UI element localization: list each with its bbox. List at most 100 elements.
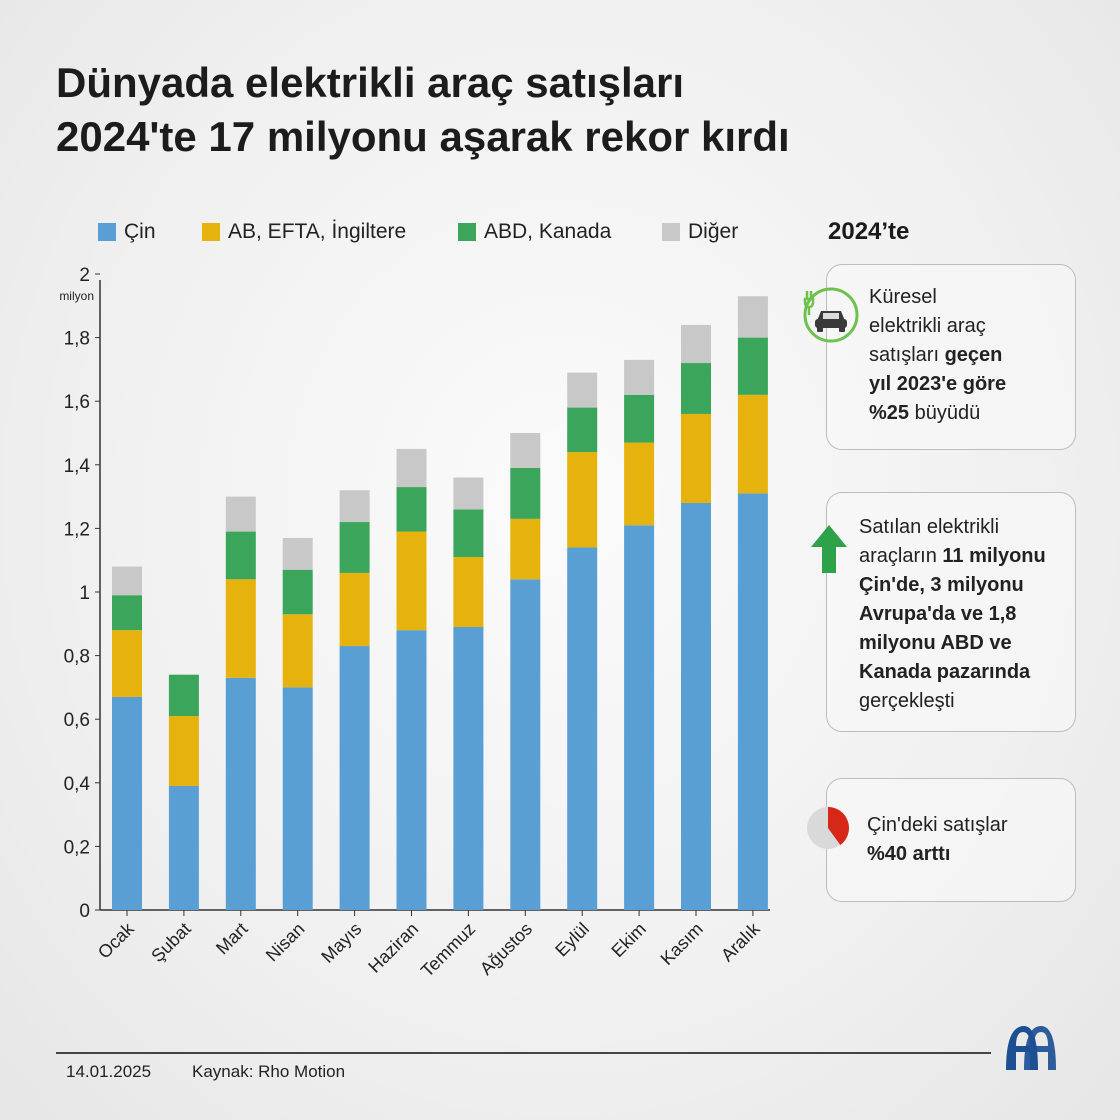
bar-segment-1: [112, 696, 142, 910]
card1-line5: %25 büyüdü: [869, 399, 1006, 428]
card1-line3-normal: satışları: [869, 344, 945, 366]
bar-segment-4: [225, 496, 256, 532]
legend-label-abd-kanada: ABD, Kanada: [484, 220, 612, 243]
car-window: [823, 313, 839, 319]
electric-car-icon: [803, 287, 859, 343]
card2-line2-bold: 11 milyonu: [942, 545, 1046, 567]
bar-segment-4: [681, 324, 711, 364]
bar-segment-2: [624, 442, 655, 526]
bar-segment-4: [282, 537, 313, 570]
bar-segment-1: [510, 579, 541, 910]
bar-segment-2: [681, 413, 711, 503]
bar-segment-1: [737, 493, 768, 910]
bar-segment-2: [112, 630, 142, 697]
legend-swatch-ab-efta: [202, 223, 220, 241]
bar-segment-1: [567, 547, 598, 910]
legend-item-ab-efta: AB, EFTA, İngiltere: [202, 220, 406, 244]
legend-swatch-abd-kanada: [458, 223, 476, 241]
card3-line2-bold: %40 arttı: [867, 843, 951, 865]
y-tick-label: 0,2: [64, 837, 90, 858]
bar-segment-2: [282, 614, 313, 688]
pie-slice: [828, 807, 849, 845]
x-tick-label: Mayıs: [317, 919, 365, 967]
bar-segment-2: [168, 716, 199, 786]
x-tick-label: Ağustos: [476, 919, 536, 979]
x-tick-label: Ekim: [608, 919, 650, 961]
bar-segment-3: [737, 337, 768, 395]
card2-line5-bold: milyonu ABD ve: [859, 632, 1012, 654]
bar-segment-2: [339, 572, 370, 647]
card2-line1: Satılan elektrikli: [859, 516, 1000, 538]
card1-line3: satışları geçen: [869, 341, 1006, 370]
x-tick-label: Aralık: [717, 918, 764, 965]
bar-segment-2: [737, 394, 768, 494]
y-tick-label: 0,6: [64, 710, 90, 731]
card1-line4: yıl 2023'e göre: [869, 370, 1006, 399]
y-tick-label: 0,4: [64, 774, 91, 795]
up-arrow-shape: [811, 525, 847, 573]
pie-icon: [807, 807, 849, 849]
bar-segment-4: [453, 477, 484, 510]
card1-line5-normal: büyüdü: [909, 402, 981, 424]
footer-divider: [56, 1052, 991, 1054]
card-growth-text: Küresel elektrikli araç satışları geçen …: [869, 283, 1006, 428]
card2-line3-bold: Çin'de, 3 milyonu: [859, 574, 1024, 596]
legend-item-abd-kanada: ABD, Kanada: [458, 220, 611, 244]
bar-segment-2: [567, 452, 598, 548]
bar-segment-1: [624, 525, 655, 910]
bar-segment-1: [225, 677, 256, 910]
bar-segment-2: [510, 518, 541, 580]
card2-line7: gerçekleşti: [859, 690, 955, 712]
bar-segment-3: [567, 407, 598, 453]
bar-segment-4: [339, 490, 370, 523]
bar-segment-4: [567, 372, 598, 408]
card2-line4-bold: Avrupa'da ve 1,8: [859, 603, 1017, 625]
x-tick-label: Ocak: [94, 918, 139, 963]
card1-line1: Küresel: [869, 286, 937, 308]
x-tick-label: Şubat: [147, 919, 194, 966]
legend-swatch-cin: [98, 223, 116, 241]
card3-line2: %40 arttı: [867, 840, 1008, 869]
x-tick-label: Mart: [212, 919, 252, 959]
y-tick-label: 2: [79, 265, 90, 286]
y-tick-label: 1: [79, 583, 90, 604]
card2-line6: Kanada pazarında: [859, 658, 1046, 687]
bar-segment-3: [510, 467, 541, 519]
bar-segment-4: [112, 566, 142, 596]
aa-logo-letter-2: [1024, 1026, 1056, 1070]
y-tick-label: 1,6: [64, 392, 90, 413]
legend-item-cin: Çin: [98, 220, 156, 244]
x-tick-label: Nisan: [262, 919, 309, 966]
y-tick-label: 1,8: [64, 329, 90, 350]
legend-label-diger: Diğer: [688, 220, 739, 243]
bar-segment-2: [396, 531, 427, 631]
card2-line3: Çin'de, 3 milyonu: [859, 571, 1046, 600]
bar-segment-3: [282, 569, 313, 615]
legend-swatch-diger: [662, 223, 680, 241]
bar-segment-4: [510, 433, 541, 468]
footer-source: Kaynak: Rho Motion: [192, 1062, 346, 1081]
x-tick-label: Kasım: [657, 919, 707, 969]
info-card-china: Çin'deki satışlar %40 arttı: [807, 778, 1076, 902]
aa-logo-icon: [1006, 1026, 1056, 1070]
card-china-text: Çin'deki satışlar %40 arttı: [867, 811, 1008, 869]
legend-label-ab-efta: AB, EFTA, İngiltere: [228, 220, 407, 243]
y-unit-label: milyon: [59, 289, 94, 303]
bar-segment-1: [396, 630, 427, 910]
bar-segment-1: [453, 626, 484, 910]
bar-segment-3: [112, 595, 142, 631]
title-line-1: Dünyada elektrikli araç satışları: [56, 59, 685, 106]
page-title: Dünyada elektrikli araç satışları 2024't…: [56, 56, 956, 164]
car-wheel-left: [817, 327, 823, 332]
card3-line1: Çin'deki satışlar: [867, 814, 1008, 836]
bar-segment-2: [453, 557, 484, 627]
bar-segment-3: [624, 394, 655, 443]
bar-segment-3: [168, 674, 199, 717]
y-tick-label: 1,4: [64, 456, 91, 477]
car-icon-ring: [803, 287, 859, 343]
bar-segment-1: [168, 785, 199, 910]
x-tick-label: Haziran: [364, 919, 422, 977]
card2-line4: Avrupa'da ve 1,8: [859, 600, 1046, 629]
bar-segment-1: [282, 687, 313, 910]
bar-segment-3: [396, 487, 427, 532]
